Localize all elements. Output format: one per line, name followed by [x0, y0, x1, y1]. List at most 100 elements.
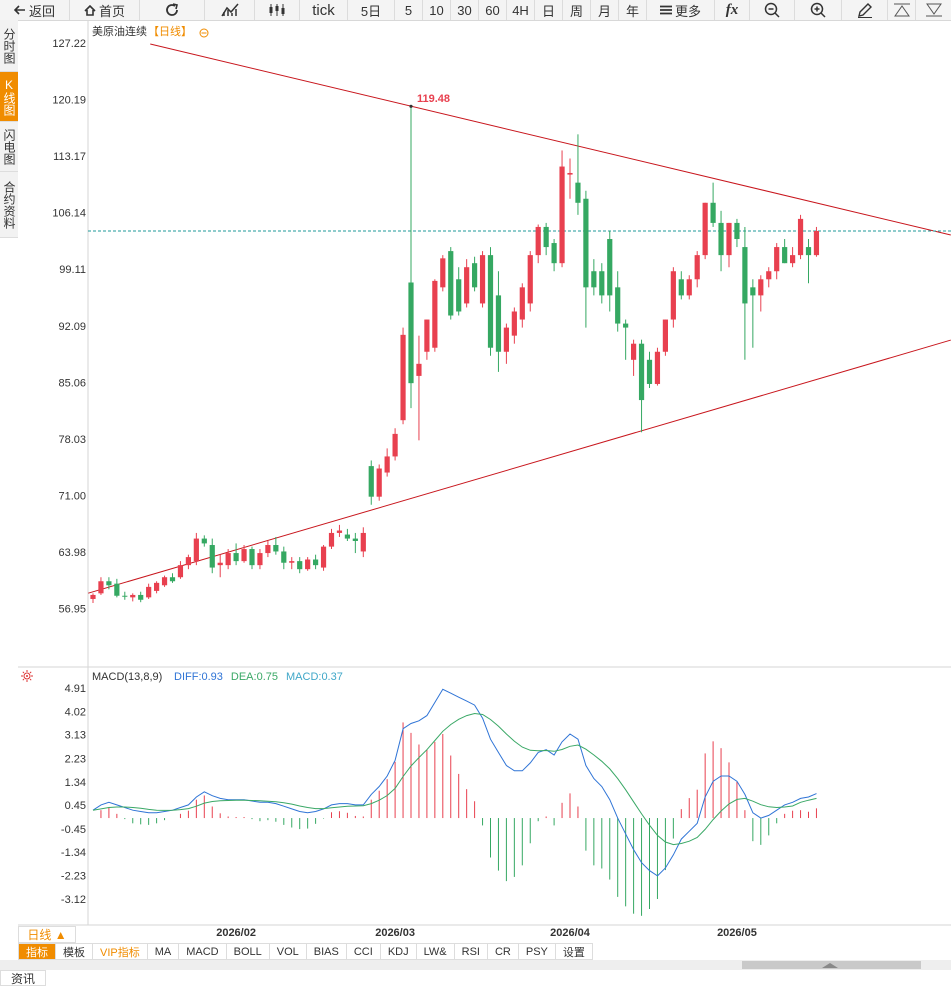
high-marker — [409, 104, 413, 108]
candle-body — [543, 226, 549, 248]
indicator-tab[interactable]: RSI — [454, 943, 488, 960]
y-tick-label: -2.23 — [61, 871, 86, 883]
period-button[interactable]: 周 — [563, 0, 591, 20]
y-tick-label: 4.91 — [65, 683, 86, 695]
button-label: 首页 — [98, 3, 125, 19]
x-tick-label: 2026/03 — [375, 927, 415, 939]
more-button[interactable]: 更多 — [647, 0, 715, 20]
period-button[interactable]: 4H — [507, 0, 535, 20]
candle-button[interactable] — [255, 0, 300, 20]
candle-body — [360, 532, 366, 552]
period-button[interactable]: 日 — [535, 0, 563, 20]
candle-body — [575, 182, 581, 203]
y-tick-label: 78.03 — [58, 434, 86, 446]
y-tick-label: 85.06 — [58, 377, 86, 389]
candle-body — [750, 287, 756, 296]
side-tab[interactable]: 合约资料 — [0, 172, 18, 238]
trend-lines — [88, 43, 951, 594]
period-button[interactable]: tick — [300, 0, 348, 20]
settings-icon[interactable] — [21, 670, 33, 682]
home-button[interactable]: 首页 — [70, 0, 140, 20]
period-button[interactable]: 5 — [395, 0, 423, 20]
candle-body — [782, 247, 788, 264]
y-tick-label: -0.45 — [61, 824, 86, 836]
candle-body — [114, 583, 120, 596]
candle-body — [130, 594, 136, 598]
y-tick-label: 4.02 — [65, 706, 86, 718]
zoom-in-button[interactable] — [795, 0, 842, 20]
indicator-tab[interactable]: MACD — [179, 943, 227, 960]
candle-body — [344, 534, 350, 539]
indicator-tab[interactable]: VIP指标 — [93, 943, 148, 960]
candle-body — [169, 577, 176, 582]
indicator-tab[interactable]: LW& — [416, 943, 455, 960]
indicator-tab[interactable]: VOL — [269, 943, 307, 960]
y-tick-label: 56.95 — [58, 604, 86, 616]
candle-body — [638, 343, 645, 401]
indicator-tab[interactable]: CR — [487, 943, 519, 960]
scroll-thumb[interactable] — [742, 961, 921, 969]
collapse-button[interactable] — [888, 0, 916, 20]
expand-button[interactable] — [916, 0, 951, 20]
indicator-tab[interactable]: 设置 — [555, 943, 593, 960]
back-button[interactable]: 返回 — [0, 0, 70, 20]
scrollbar — [0, 960, 951, 970]
formula-button[interactable]: fx — [715, 0, 750, 20]
candle-body — [328, 532, 335, 547]
y-tick-label: -1.34 — [61, 847, 86, 859]
indicator-tab[interactable]: BIAS — [306, 943, 347, 960]
candle-body — [551, 243, 557, 264]
period-button[interactable]: 年 — [619, 0, 647, 20]
indicator-tab[interactable]: BOLL — [226, 943, 270, 960]
candle-body — [686, 279, 692, 296]
candle-body — [591, 271, 597, 288]
candle-body — [249, 549, 255, 566]
legend-entry: MACD:0.37 — [286, 671, 343, 683]
indicator-tab[interactable]: 指标 — [18, 943, 56, 960]
news-tab[interactable]: 资讯 — [0, 970, 46, 986]
y-tick-label: -3.12 — [61, 894, 86, 906]
x-tick-label: 2026/02 — [216, 927, 256, 939]
indicator-tab[interactable]: PSY — [518, 943, 556, 960]
y-tick-label: 71.00 — [58, 491, 86, 503]
candle-body — [742, 247, 748, 304]
draw-button[interactable] — [842, 0, 888, 20]
side-tab[interactable]: 分时图 — [0, 20, 18, 72]
indicator-tab[interactable]: MA — [147, 943, 180, 960]
indicator-tab[interactable]: CCI — [346, 943, 381, 960]
zoom-out-button[interactable] — [750, 0, 795, 20]
high-label: 119.48 — [417, 93, 450, 105]
period-button[interactable]: 5日 — [348, 0, 395, 20]
candle-body — [654, 351, 661, 384]
side-tab[interactable]: 闪电图 — [0, 122, 18, 172]
y-tick-label: 92.09 — [58, 321, 86, 333]
collapse-icon[interactable] — [199, 28, 209, 38]
trend-line — [150, 43, 951, 236]
candle-body — [535, 226, 541, 256]
period-toggle[interactable]: 日线 ▲ — [18, 926, 76, 943]
candle-body — [519, 287, 525, 320]
indicator-tab[interactable]: 模板 — [56, 943, 93, 960]
candle-body — [440, 258, 446, 288]
refresh-button[interactable] — [140, 0, 205, 20]
period-button[interactable]: 60 — [479, 0, 507, 20]
candle-body — [583, 198, 589, 288]
candle-body — [797, 218, 804, 256]
candle-body — [670, 271, 676, 320]
period-button[interactable]: 30 — [451, 0, 479, 20]
period-button[interactable]: 10 — [423, 0, 451, 20]
y-tick-label: 113.17 — [53, 151, 86, 163]
y-tick-label: 120.19 — [52, 94, 86, 106]
chart-subtitle: 【日线】 — [148, 24, 192, 38]
candle-body — [233, 553, 239, 562]
chart-type-button[interactable] — [205, 0, 255, 20]
side-tab[interactable]: K线图 — [0, 72, 18, 122]
candle-body — [734, 222, 740, 240]
candle-body — [646, 359, 653, 384]
candle-body — [472, 263, 478, 288]
candle-body — [177, 565, 184, 578]
period-button[interactable]: 月 — [591, 0, 619, 20]
indicator-tab[interactable]: KDJ — [380, 943, 417, 960]
candle-body — [631, 343, 637, 360]
candle-body — [400, 334, 406, 421]
